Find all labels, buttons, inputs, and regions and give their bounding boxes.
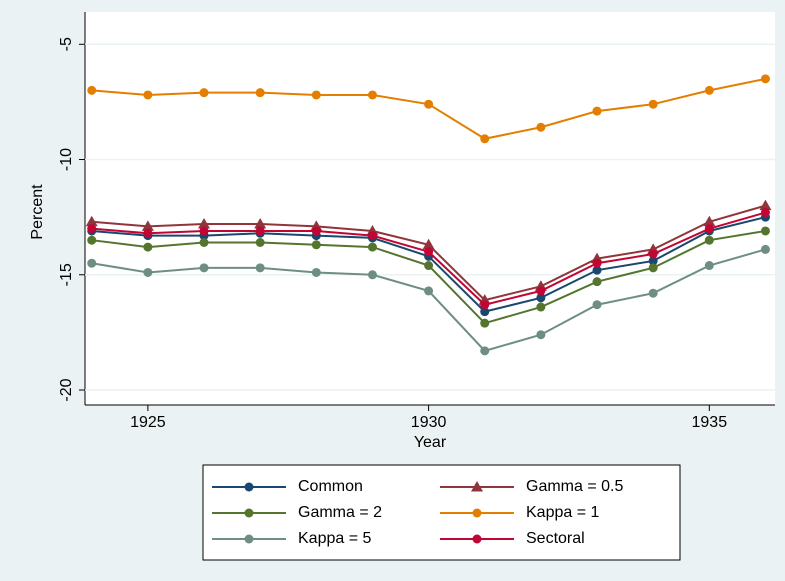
marker [198, 218, 211, 229]
marker [536, 122, 546, 132]
marker [311, 240, 321, 250]
y-tick-label: -10 [58, 148, 75, 171]
marker [311, 90, 321, 100]
y-tick-label: -20 [58, 378, 75, 401]
marker [536, 293, 546, 303]
marker [199, 88, 209, 98]
marker [141, 220, 154, 231]
marker [143, 242, 153, 252]
marker [244, 482, 254, 492]
marker [244, 508, 254, 518]
marker [703, 215, 716, 227]
marker [480, 300, 490, 310]
marker [367, 90, 377, 100]
marker [424, 99, 434, 109]
marker [422, 238, 435, 250]
marker [87, 258, 97, 268]
marker [760, 226, 770, 236]
marker [87, 224, 97, 234]
marker [592, 106, 602, 116]
marker [648, 249, 658, 259]
marker [704, 224, 714, 234]
legend-label: Kappa = 5 [298, 530, 372, 547]
marker [592, 277, 602, 287]
x-tick-label: 1925 [130, 414, 166, 431]
marker [255, 263, 265, 273]
marker [311, 226, 321, 236]
marker [85, 215, 98, 227]
marker [480, 346, 490, 356]
marker [760, 208, 770, 218]
legend-label: Kappa = 1 [526, 504, 600, 521]
marker [760, 244, 770, 254]
y-axis-title: Percent [29, 184, 46, 240]
marker [143, 90, 153, 100]
marker [255, 226, 265, 236]
marker [472, 534, 482, 544]
marker [648, 288, 658, 298]
marker [424, 286, 434, 296]
x-tick-label: 1935 [692, 414, 728, 431]
marker [471, 481, 483, 492]
marker [704, 85, 714, 95]
marker [592, 300, 602, 310]
marker [199, 226, 209, 236]
marker [254, 218, 267, 229]
legend-label: Gamma = 0.5 [526, 478, 623, 495]
marker [143, 228, 153, 238]
marker [536, 302, 546, 312]
marker [424, 261, 434, 271]
marker [760, 74, 770, 84]
marker [648, 256, 658, 266]
marker [536, 286, 546, 296]
marker [480, 318, 490, 328]
y-tick-label: -5 [58, 37, 75, 51]
plot-area [85, 12, 775, 405]
marker [244, 534, 254, 544]
marker [87, 85, 97, 95]
marker [648, 263, 658, 273]
legend-label: Sectoral [526, 530, 585, 547]
marker [480, 307, 490, 317]
marker [367, 270, 377, 280]
marker [311, 267, 321, 277]
marker [367, 231, 377, 241]
legend-label: Common [298, 478, 363, 495]
marker [255, 237, 265, 247]
marker [424, 247, 434, 257]
marker [472, 508, 482, 518]
marker [536, 330, 546, 340]
marker [759, 199, 772, 211]
legend-label: Gamma = 2 [298, 504, 382, 521]
marker [143, 267, 153, 277]
marker [367, 242, 377, 252]
marker [255, 88, 265, 98]
marker [704, 261, 714, 271]
marker [480, 134, 490, 144]
marker [592, 265, 602, 275]
marker [199, 263, 209, 273]
marker [704, 235, 714, 245]
marker [199, 237, 209, 247]
x-axis-title: Year [414, 434, 447, 451]
marker [592, 258, 602, 268]
x-tick-label: 1930 [411, 414, 447, 431]
y-tick-label: -15 [58, 263, 75, 286]
marker [87, 235, 97, 245]
marker [648, 99, 658, 109]
